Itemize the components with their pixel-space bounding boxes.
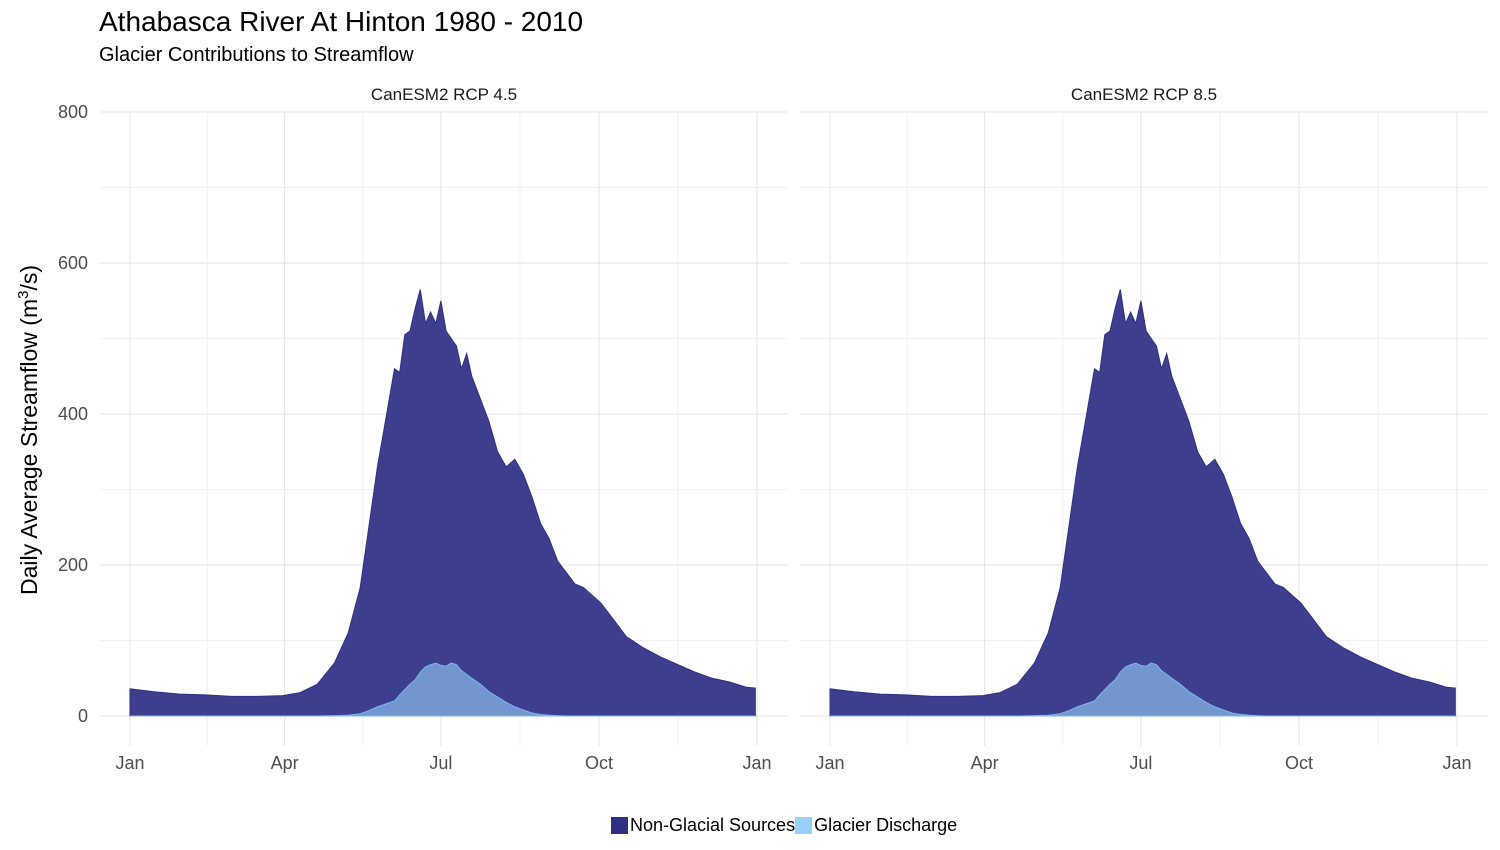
x-tick-label: Jul xyxy=(1129,753,1152,773)
x-tick-label: Apr xyxy=(971,753,999,773)
x-tick-label: Jul xyxy=(429,753,452,773)
legend-item-non-glacial: Non-Glacial Sources xyxy=(611,815,795,836)
x-tick-label: Oct xyxy=(585,753,613,773)
chart-title: Athabasca River At Hinton 1980 - 2010 xyxy=(99,6,584,37)
x-tick-label: Apr xyxy=(271,753,299,773)
y-tick-label: 800 xyxy=(58,102,88,122)
x-tick-label: Jan xyxy=(115,753,144,773)
area-glacier-discharge xyxy=(830,662,1456,717)
y-tick-label: 200 xyxy=(58,555,88,575)
area-non-glacial-sources xyxy=(829,289,1456,717)
x-tick-label: Jan xyxy=(815,753,844,773)
y-tick-label: 0 xyxy=(78,706,88,726)
y-axis-title: Daily Average Streamflow (m3/s) xyxy=(15,265,42,595)
legend-item-glacier: Glacier Discharge xyxy=(795,815,957,836)
x-tick-label: Jan xyxy=(1442,753,1471,773)
y-tick-label: 400 xyxy=(58,404,88,424)
area-glacier-discharge xyxy=(130,662,756,717)
legend-label-non-glacial: Non-Glacial Sources xyxy=(630,814,796,835)
area-non-glacial-sources xyxy=(129,289,756,717)
x-tick-label: Oct xyxy=(1285,753,1313,773)
legend-key-glacier xyxy=(795,816,813,834)
facet-strip-label: CanESM2 RCP 8.5 xyxy=(1071,85,1217,104)
legend-label-glacier: Glacier Discharge xyxy=(814,814,958,835)
legend-key-non-glacial xyxy=(611,816,628,834)
facet-strip-label: CanESM2 RCP 4.5 xyxy=(371,85,517,104)
x-tick-label: Jan xyxy=(742,753,771,773)
chart-subtitle: Glacier Contributions to Streamflow xyxy=(99,44,414,66)
legend: Non-Glacial Sources Glacier Discharge xyxy=(611,813,957,837)
y-tick-label: 600 xyxy=(58,253,88,273)
